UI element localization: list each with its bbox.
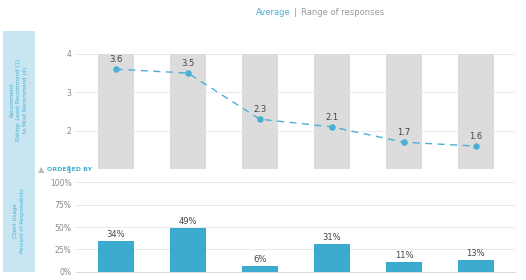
Text: ORDERED BY: ORDERED BY	[47, 167, 92, 172]
Bar	[242, 54, 278, 169]
Text: 13%: 13%	[467, 249, 485, 258]
Text: 49%: 49%	[179, 217, 197, 226]
Bar	[386, 262, 422, 272]
Bar	[458, 260, 494, 272]
Text: 34%: 34%	[107, 230, 125, 239]
Text: 11%: 11%	[394, 251, 413, 260]
Text: 3.6: 3.6	[109, 55, 123, 64]
Point	[400, 140, 408, 144]
Text: Client Usage
Percent of Respondents: Client Usage Percent of Respondents	[13, 188, 25, 253]
Bar	[98, 241, 134, 272]
Bar	[170, 54, 206, 169]
Bar	[98, 54, 134, 169]
Text: 1.6: 1.6	[469, 132, 482, 141]
Point	[184, 71, 192, 75]
Text: Average: Average	[256, 8, 290, 17]
Text: ▲: ▲	[38, 165, 44, 174]
Text: 31%: 31%	[322, 233, 341, 242]
Bar	[314, 244, 350, 272]
Bar	[458, 54, 494, 169]
Point	[328, 125, 336, 129]
Text: |: |	[295, 8, 297, 17]
Text: 2.3: 2.3	[253, 105, 267, 114]
Bar	[314, 54, 350, 169]
Text: Range of responses: Range of responses	[301, 8, 385, 17]
Text: 6%: 6%	[253, 255, 267, 264]
Text: Recommend
Rating: Least Recommend (1)
to Most Recommend (4): Recommend Rating: Least Recommend (1) to…	[10, 59, 28, 141]
Bar	[170, 228, 206, 272]
Text: 2.1: 2.1	[325, 113, 338, 122]
Bar	[242, 266, 278, 272]
Point	[112, 67, 120, 71]
Point	[472, 144, 480, 148]
Text: 3.5: 3.5	[181, 59, 195, 68]
Point	[256, 117, 264, 122]
Bar	[386, 54, 422, 169]
Text: 1.7: 1.7	[397, 128, 410, 137]
